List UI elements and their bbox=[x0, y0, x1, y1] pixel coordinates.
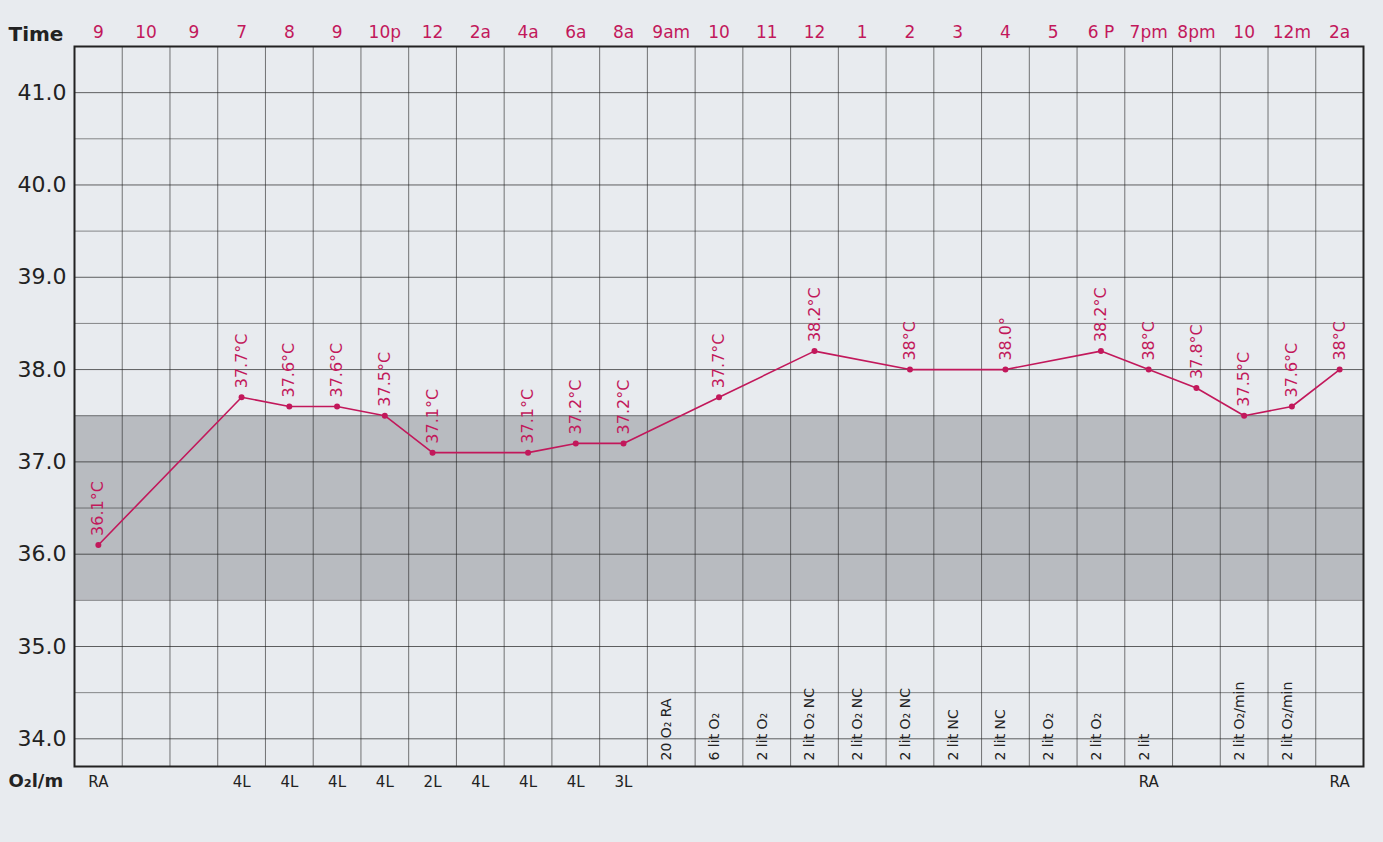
svg-text:38.2°C: 38.2°C bbox=[805, 287, 824, 342]
svg-text:37.2°C: 37.2°C bbox=[566, 380, 585, 435]
svg-text:37.6°C: 37.6°C bbox=[1282, 343, 1301, 398]
svg-text:38.0: 38.0 bbox=[18, 357, 67, 382]
svg-text:9: 9 bbox=[188, 22, 199, 42]
svg-text:4L: 4L bbox=[567, 773, 586, 791]
svg-text:O₂l/m: O₂l/m bbox=[9, 770, 64, 791]
svg-text:RA: RA bbox=[1330, 773, 1351, 791]
svg-text:4L: 4L bbox=[519, 773, 538, 791]
svg-text:2 lit O₂ NC: 2 lit O₂ NC bbox=[897, 688, 913, 761]
svg-text:4L: 4L bbox=[376, 773, 395, 791]
svg-text:12m: 12m bbox=[1273, 22, 1311, 42]
svg-text:3: 3 bbox=[952, 22, 963, 42]
svg-text:2 lit O₂: 2 lit O₂ bbox=[754, 713, 770, 761]
svg-text:37.7°C: 37.7°C bbox=[709, 333, 728, 388]
svg-text:34.0: 34.0 bbox=[18, 726, 67, 751]
svg-text:2 lit O₂: 2 lit O₂ bbox=[1088, 713, 1104, 761]
svg-text:2 lit NC: 2 lit NC bbox=[945, 709, 961, 761]
svg-text:4L: 4L bbox=[280, 773, 299, 791]
svg-text:38.0°: 38.0° bbox=[996, 317, 1015, 361]
svg-text:35.0: 35.0 bbox=[18, 634, 67, 659]
svg-text:37.6°C: 37.6°C bbox=[279, 343, 298, 398]
svg-text:8a: 8a bbox=[613, 22, 634, 42]
svg-text:5: 5 bbox=[1048, 22, 1059, 42]
svg-text:12: 12 bbox=[804, 22, 826, 42]
svg-text:10: 10 bbox=[1233, 22, 1255, 42]
svg-text:10p: 10p bbox=[369, 22, 401, 42]
svg-text:6a: 6a bbox=[565, 22, 586, 42]
svg-text:37.2°C: 37.2°C bbox=[614, 380, 633, 435]
svg-text:37.7°C: 37.7°C bbox=[232, 333, 251, 388]
svg-text:9: 9 bbox=[93, 22, 104, 42]
svg-text:2 lit O₂ NC: 2 lit O₂ NC bbox=[801, 688, 817, 761]
svg-text:37.0: 37.0 bbox=[18, 449, 67, 474]
svg-text:4L: 4L bbox=[328, 773, 347, 791]
svg-text:6 P: 6 P bbox=[1088, 22, 1114, 42]
svg-text:38°C: 38°C bbox=[1330, 321, 1349, 361]
svg-text:2a: 2a bbox=[470, 22, 491, 42]
svg-text:37.5°C: 37.5°C bbox=[375, 352, 394, 407]
svg-text:8pm: 8pm bbox=[1177, 22, 1215, 42]
svg-text:38°C: 38°C bbox=[900, 321, 919, 361]
svg-text:2 lit O₂ NC: 2 lit O₂ NC bbox=[849, 688, 865, 761]
svg-text:2a: 2a bbox=[1329, 22, 1350, 42]
svg-text:40.0: 40.0 bbox=[18, 172, 67, 197]
svg-text:4a: 4a bbox=[517, 22, 538, 42]
svg-text:2 lit O₂/min: 2 lit O₂/min bbox=[1279, 682, 1295, 761]
svg-text:9am: 9am bbox=[652, 22, 690, 42]
svg-text:RA: RA bbox=[88, 773, 109, 791]
svg-text:2 lit O₂/min: 2 lit O₂/min bbox=[1231, 682, 1247, 761]
svg-text:41.0: 41.0 bbox=[18, 80, 67, 105]
svg-text:37.8°C: 37.8°C bbox=[1187, 324, 1206, 379]
svg-text:11: 11 bbox=[756, 22, 778, 42]
svg-text:12: 12 bbox=[422, 22, 444, 42]
svg-text:9: 9 bbox=[332, 22, 343, 42]
svg-text:37.5°C: 37.5°C bbox=[1234, 352, 1253, 407]
svg-text:4: 4 bbox=[1000, 22, 1011, 42]
svg-text:2: 2 bbox=[905, 22, 916, 42]
svg-text:36.1°C: 36.1°C bbox=[88, 481, 107, 536]
svg-text:37.1°C: 37.1°C bbox=[518, 389, 537, 444]
svg-text:7: 7 bbox=[236, 22, 247, 42]
svg-text:38°C: 38°C bbox=[1139, 321, 1158, 361]
svg-text:20 O₂ RA: 20 O₂ RA bbox=[658, 698, 674, 761]
svg-text:2 lit O₂: 2 lit O₂ bbox=[1040, 713, 1056, 761]
svg-text:1: 1 bbox=[857, 22, 868, 42]
svg-text:4L: 4L bbox=[233, 773, 252, 791]
svg-text:38.2°C: 38.2°C bbox=[1091, 287, 1110, 342]
svg-text:Time: Time bbox=[9, 22, 64, 46]
svg-text:4L: 4L bbox=[471, 773, 490, 791]
svg-text:37.1°C: 37.1°C bbox=[423, 389, 442, 444]
svg-text:39.0: 39.0 bbox=[18, 264, 67, 289]
svg-text:2 lit NC: 2 lit NC bbox=[992, 709, 1008, 761]
svg-text:2 lit: 2 lit bbox=[1136, 733, 1152, 760]
svg-text:10: 10 bbox=[135, 22, 157, 42]
svg-text:10: 10 bbox=[708, 22, 730, 42]
svg-text:37.6°C: 37.6°C bbox=[327, 343, 346, 398]
svg-text:7pm: 7pm bbox=[1130, 22, 1168, 42]
svg-text:36.0: 36.0 bbox=[18, 541, 67, 566]
svg-text:6 lit O₂: 6 lit O₂ bbox=[706, 713, 722, 761]
svg-text:2L: 2L bbox=[424, 773, 443, 791]
svg-text:8: 8 bbox=[284, 22, 295, 42]
svg-text:RA: RA bbox=[1139, 773, 1160, 791]
svg-text:3L: 3L bbox=[615, 773, 634, 791]
